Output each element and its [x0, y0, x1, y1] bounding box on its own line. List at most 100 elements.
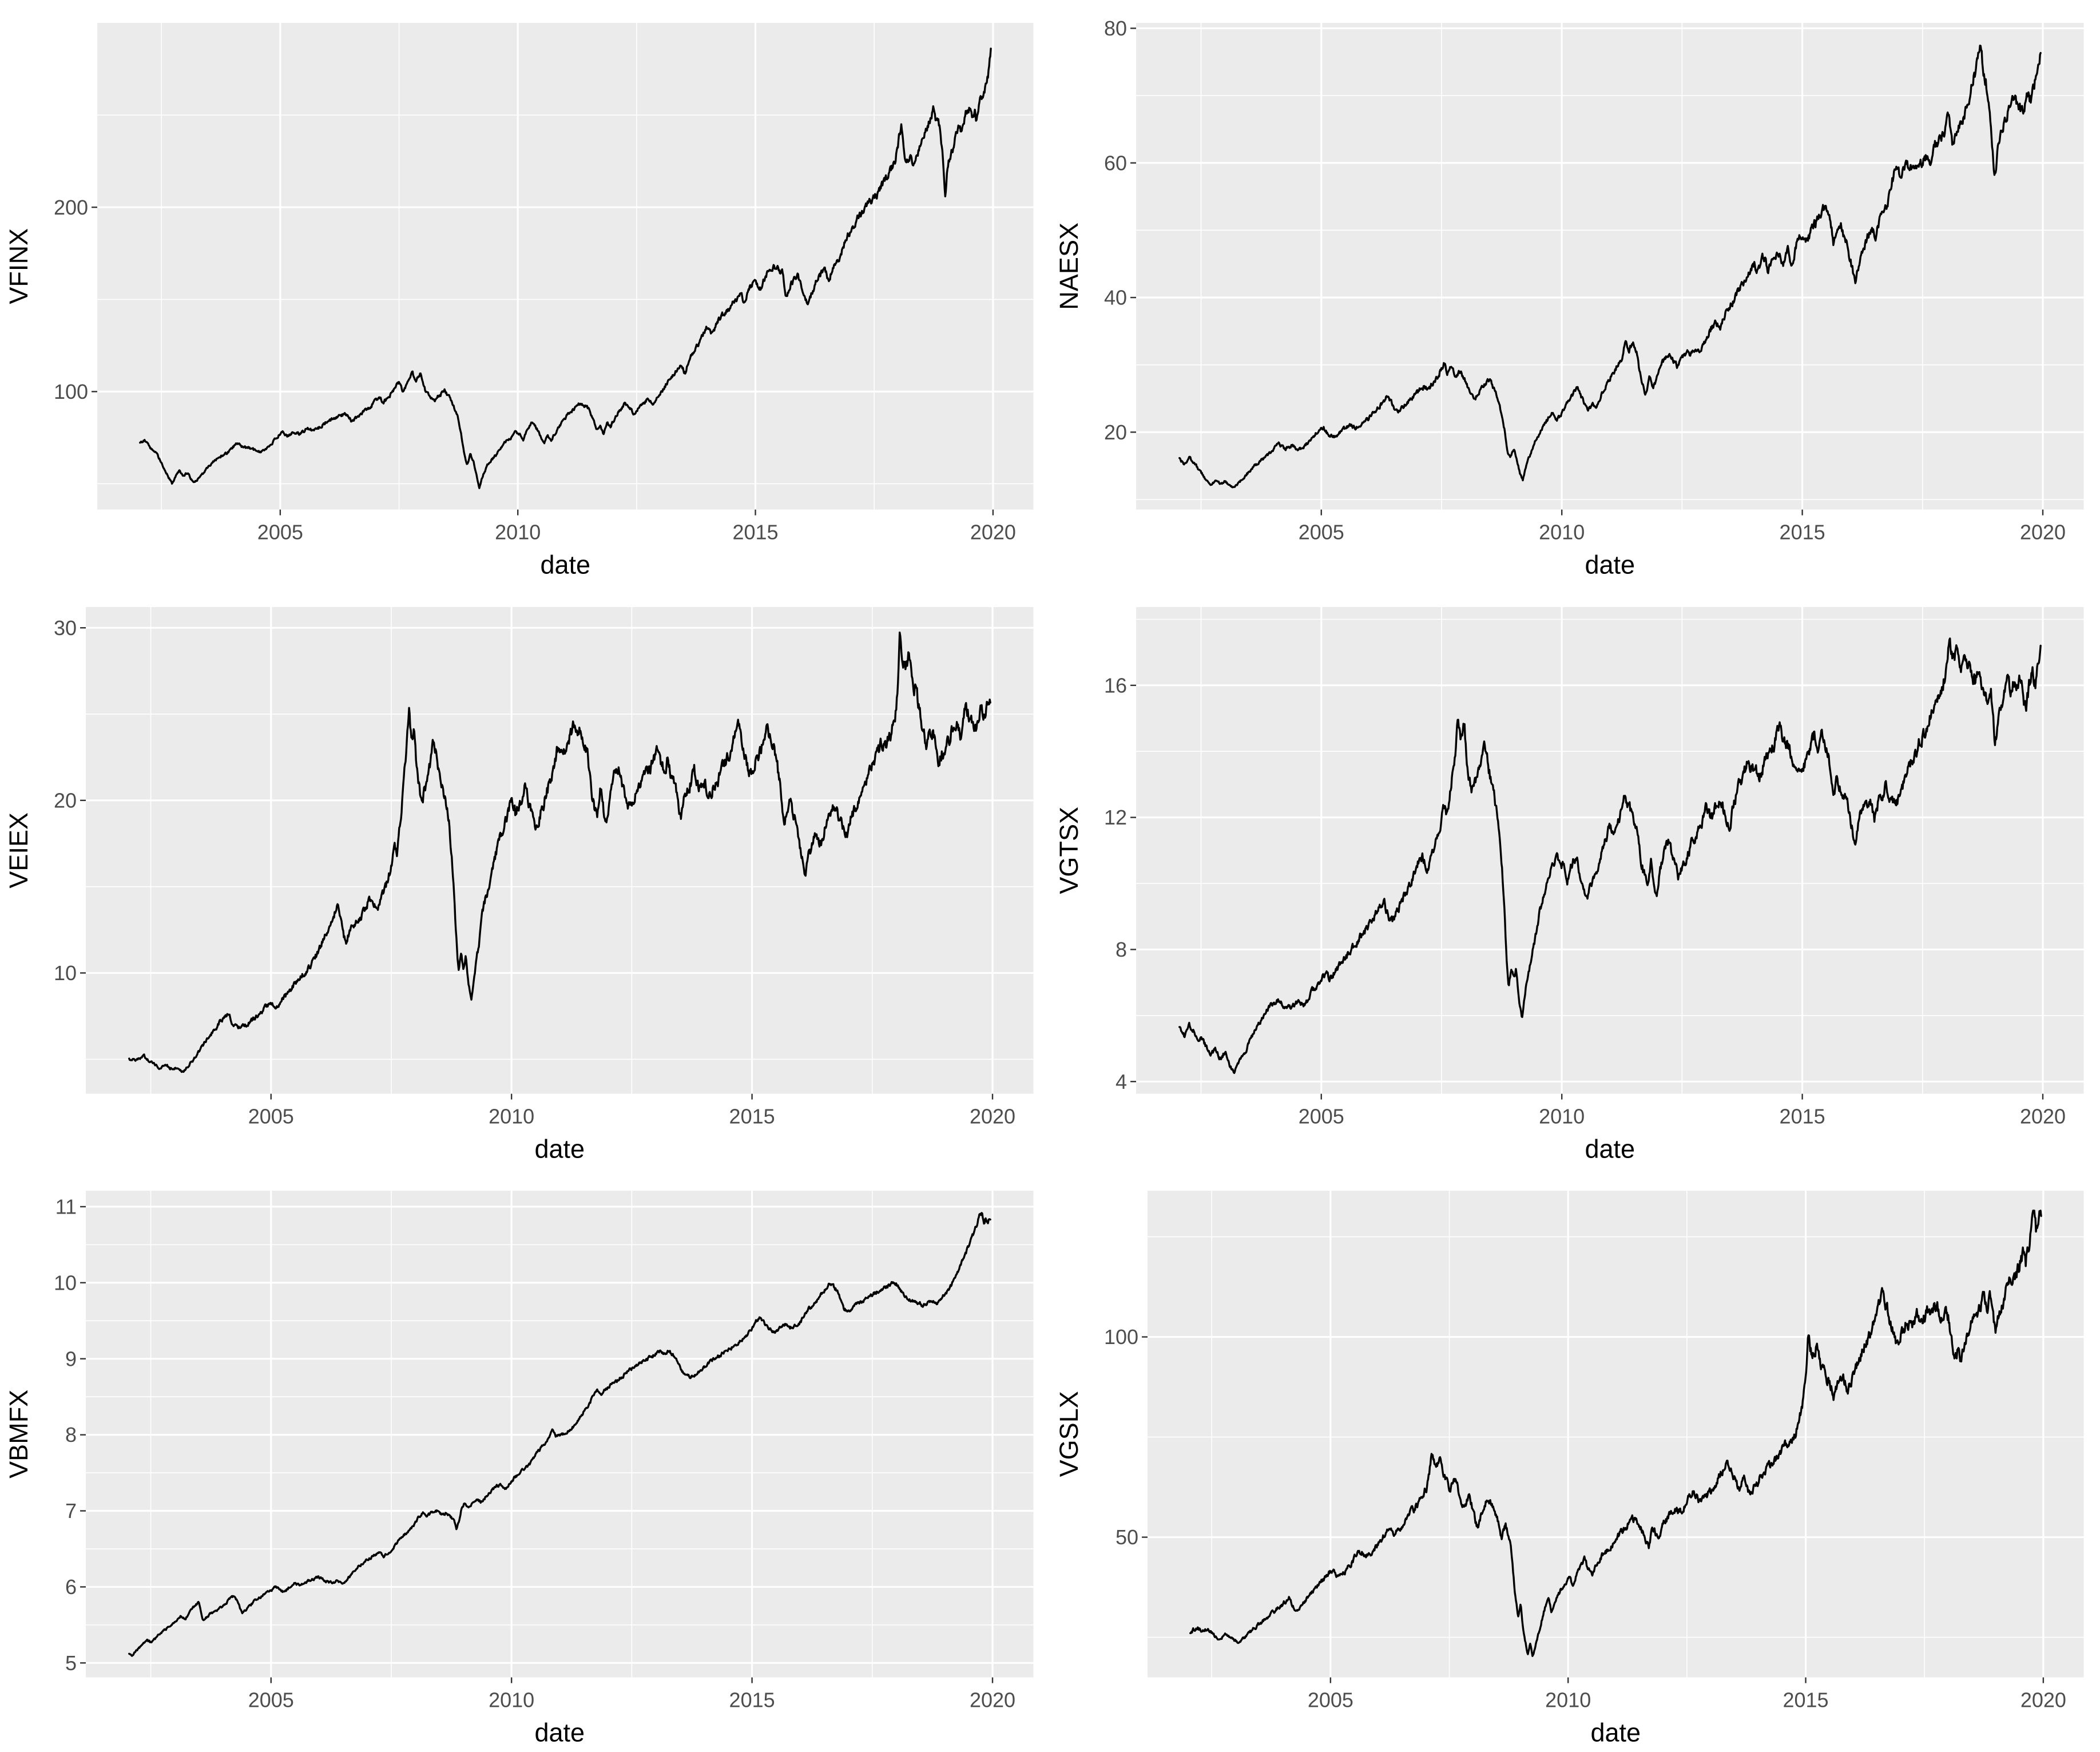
x-axis-title: date [534, 1718, 585, 1747]
x-tick-label: 2010 [1539, 521, 1585, 544]
panel-background [1136, 607, 2083, 1094]
y-tick-label: 10 [54, 961, 77, 985]
y-tick-label: 8 [65, 1424, 77, 1447]
y-tick-label: 8 [1115, 938, 1127, 961]
y-tick-label: 60 [1103, 151, 1126, 175]
x-tick-label: 2005 [1298, 521, 1344, 544]
y-tick-label: 12 [1103, 806, 1126, 829]
y-axis-title: VGSLX [1054, 1392, 1083, 1477]
y-tick-label: 100 [1103, 1325, 1138, 1349]
y-axis-title: VBMFX [4, 1390, 33, 1479]
y-tick-label: 20 [1103, 421, 1126, 444]
chart-panel-vbmfx: 2005 2010 2015 2020 5 6 7 8 9 10 11 date VBMFX [0, 1168, 1050, 1752]
chart-panel-vgtsx: 2005 2010 2015 2020 4 8 12 16 date VGTSX [1050, 584, 2100, 1168]
x-axis-title: date [1585, 550, 1635, 580]
y-axis-title: VEIEX [4, 812, 33, 889]
x-axis-title: date [1590, 1718, 1641, 1747]
x-tick-label: 2015 [729, 1104, 775, 1128]
x-tick-label: 2005 [248, 1104, 294, 1128]
series-group [1178, 44, 2042, 489]
y-tick-label: 7 [65, 1499, 77, 1523]
x-tick-label: 2015 [1779, 521, 1825, 544]
grid-major [1136, 607, 2083, 1094]
y-axis-title: NAESX [1054, 223, 1083, 310]
y-tick-label: 6 [65, 1575, 77, 1599]
chart-panel-vfinx: 2005 2010 2015 2020 100 200 date VFINX [0, 0, 1050, 584]
x-tick-label: 2020 [2020, 1688, 2066, 1712]
price-line [1189, 1210, 2042, 1658]
x-axis-title: date [534, 1134, 585, 1163]
x-tick-label: 2005 [1307, 1688, 1353, 1712]
x-tick-label: 2020 [2019, 1104, 2065, 1128]
x-axis-title: date [1585, 1134, 1635, 1163]
axis-ticks [92, 207, 994, 516]
chart-svg-veiex: 2005 2010 2015 2020 10 20 30 date VEIEX [4, 607, 1034, 1163]
x-tick-label: 2010 [1539, 1104, 1585, 1128]
y-tick-label: 9 [65, 1347, 77, 1371]
x-tick-label: 2020 [2019, 521, 2065, 544]
grid-minor [1136, 607, 2083, 1094]
y-tick-label: 10 [54, 1271, 77, 1295]
y-tick-label: 16 [1103, 673, 1126, 697]
series-group [128, 1212, 991, 1658]
series-group [128, 631, 991, 1073]
x-tick-label: 2010 [489, 1104, 534, 1128]
grid-major [1147, 1191, 2083, 1678]
x-axis-title: date [540, 550, 590, 580]
x-tick-label: 2005 [1298, 1104, 1344, 1128]
chart-svg-vgslx: 2005 2010 2015 2020 50 100 date VGSLX [1054, 1191, 2083, 1747]
x-tick-label: 2015 [1783, 1688, 1828, 1712]
y-tick-label: 100 [54, 380, 88, 403]
grid-major [1136, 23, 2083, 510]
grid-major [97, 23, 1034, 510]
price-line [1178, 44, 2042, 489]
x-tick-label: 2010 [489, 1688, 534, 1712]
axis-ticks [80, 627, 994, 1100]
y-tick-label: 30 [54, 616, 77, 639]
y-tick-label: 20 [54, 788, 77, 812]
grid-minor [97, 23, 1034, 510]
panel-background [1147, 1191, 2083, 1678]
y-tick-label: 50 [1115, 1525, 1138, 1549]
y-tick-label: 200 [54, 196, 88, 219]
chart-svg-vbmfx: 2005 2010 2015 2020 5 6 7 8 9 10 11 date VBMFX [4, 1191, 1034, 1747]
y-tick-label: 4 [1115, 1069, 1127, 1093]
price-line [139, 47, 992, 489]
grid-minor [1136, 23, 2083, 510]
chart-svg-vgtsx: 2005 2010 2015 2020 4 8 12 16 date VGTSX [1054, 607, 2083, 1163]
y-axis-title: VFINX [4, 228, 33, 304]
y-tick-label: 40 [1103, 286, 1126, 310]
y-tick-label: 5 [65, 1651, 77, 1675]
grid-minor [86, 607, 1034, 1094]
axis-ticks [1130, 684, 2043, 1100]
x-tick-label: 2020 [970, 1104, 1015, 1128]
price-line [1178, 637, 2042, 1074]
x-tick-label: 2015 [733, 521, 779, 544]
grid-minor [1147, 1191, 2083, 1678]
price-line [128, 631, 991, 1073]
axis-ticks [80, 1206, 994, 1683]
x-tick-label: 2020 [970, 521, 1016, 544]
chart-panel-vgslx: 2005 2010 2015 2020 50 100 date VGSLX [1050, 1168, 2100, 1752]
y-tick-label: 11 [55, 1195, 77, 1219]
y-tick-label: 80 [1103, 17, 1126, 40]
grid-major [86, 1191, 1034, 1678]
x-tick-label: 2005 [248, 1688, 294, 1712]
panel-background [86, 607, 1034, 1094]
series-group [1189, 1210, 2042, 1658]
series-group [1178, 637, 2042, 1074]
x-tick-label: 2010 [1545, 1688, 1591, 1712]
chart-panel-naesx: 2005 2010 2015 2020 20 40 60 80 date NAESX [1050, 0, 2100, 584]
axis-ticks [1130, 27, 2043, 516]
chart-panel-veiex: 2005 2010 2015 2020 10 20 30 date VEIEX [0, 584, 1050, 1168]
x-tick-label: 2015 [1779, 1104, 1825, 1128]
grid-major [86, 607, 1034, 1094]
price-line [128, 1212, 991, 1658]
series-group [139, 47, 992, 489]
x-tick-label: 2010 [495, 521, 541, 544]
x-tick-label: 2005 [257, 521, 303, 544]
x-tick-label: 2020 [970, 1688, 1015, 1712]
y-axis-title: VGTSX [1054, 807, 1083, 894]
